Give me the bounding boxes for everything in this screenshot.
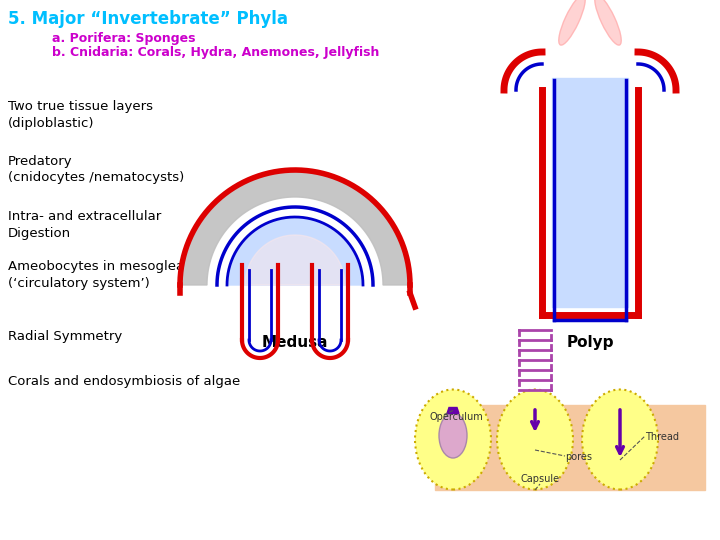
Polygon shape — [552, 78, 628, 307]
Text: a. Porifera: Sponges: a. Porifera: Sponges — [52, 32, 196, 45]
Ellipse shape — [439, 413, 467, 458]
Text: pores: pores — [565, 452, 592, 462]
Polygon shape — [435, 405, 705, 490]
Text: b. Cnidaria: Corals, Hydra, Anemones, Jellyfish: b. Cnidaria: Corals, Hydra, Anemones, Je… — [52, 46, 379, 59]
Ellipse shape — [582, 389, 658, 489]
Text: Two true tissue layers
(diploblastic): Two true tissue layers (diploblastic) — [8, 100, 153, 130]
Ellipse shape — [559, 0, 585, 45]
Text: 5. Major “Invertebrate” Phyla: 5. Major “Invertebrate” Phyla — [8, 10, 288, 28]
Polygon shape — [447, 408, 459, 414]
Ellipse shape — [497, 389, 573, 489]
Text: Intra- and extracellular
Digestion: Intra- and extracellular Digestion — [8, 210, 161, 240]
Text: Polyp: Polyp — [566, 335, 613, 350]
Text: Capsule: Capsule — [521, 474, 559, 484]
Text: Medusa: Medusa — [262, 335, 328, 350]
Text: Predatory
(cnidocytes /nematocysts): Predatory (cnidocytes /nematocysts) — [8, 155, 184, 185]
Polygon shape — [227, 217, 363, 285]
Polygon shape — [180, 170, 410, 285]
Text: Radial Symmetry: Radial Symmetry — [8, 330, 122, 343]
Text: Ameobocytes in mesoglea
(‘circulatory system’): Ameobocytes in mesoglea (‘circulatory sy… — [8, 260, 184, 289]
Ellipse shape — [595, 0, 621, 45]
Ellipse shape — [415, 389, 491, 489]
Text: Thread: Thread — [645, 432, 679, 442]
Text: Operculum: Operculum — [430, 412, 484, 422]
Polygon shape — [245, 235, 345, 285]
Text: Corals and endosymbiosis of algae: Corals and endosymbiosis of algae — [8, 375, 240, 388]
